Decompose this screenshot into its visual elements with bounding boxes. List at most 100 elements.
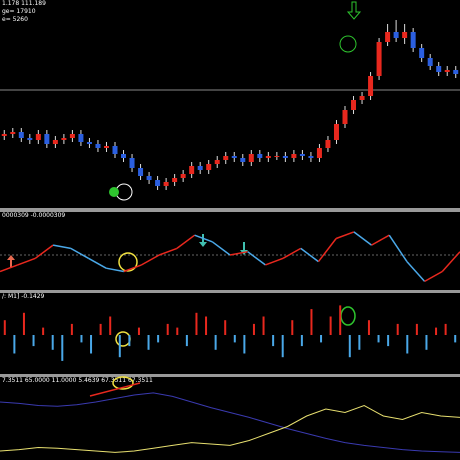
histogram-bar [80,335,83,343]
histogram-bar [262,316,265,335]
marker [115,331,131,347]
candle-body [214,160,220,164]
indicator-segment [388,234,408,263]
histogram-bar [147,335,150,350]
arrow [199,234,207,247]
indicator-segment [70,247,89,259]
candle-body [138,168,144,176]
candle-body [427,58,433,66]
histogram-bar [396,323,399,335]
candle-body [291,154,297,158]
candle-body [316,148,322,158]
candle-body [163,182,169,186]
candle-body [103,146,109,148]
histogram-bar [406,335,409,354]
candle-body [402,32,408,38]
histogram-bar [425,335,428,350]
indicator-segment [371,234,390,246]
histogram-bar [310,309,313,335]
histogram-bar [185,335,188,347]
histogram-bar [13,335,16,354]
candle-body [197,166,203,170]
candle-body [146,176,152,180]
histogram-bar [252,323,255,335]
histogram-bar [435,327,438,335]
panel-label: 7.3511 65.0000 11.0000 5.4639 67.3511 67… [2,377,153,384]
histogram-bar [42,327,45,335]
histogram-bar [358,335,361,350]
arrow [89,382,141,397]
histogram-bar [195,312,198,335]
candle-body [61,138,67,140]
histogram-bar [61,335,64,361]
indicator-segment [317,238,337,263]
histogram-bar [444,323,447,335]
histogram-bar [272,335,275,347]
histogram-bar [70,323,73,335]
histogram-bar [176,327,179,335]
histogram-bar [377,335,380,343]
candle-body [436,66,442,72]
candle-body [44,134,50,144]
candle-body [376,42,382,76]
indicator-segment [300,247,319,263]
panel-label: /: M1] -0.1429 [2,293,45,300]
separator [0,208,460,212]
indicator-segment [88,257,107,269]
candle-body [282,156,288,158]
histogram-bar [281,335,284,358]
indicator-segment [406,261,426,282]
candle-body [18,132,24,138]
histogram-bar [214,335,217,350]
arrow [346,1,362,20]
histogram-bar [387,335,390,347]
indicator-segment [211,241,231,256]
candle-body [112,146,118,154]
histogram-bar [118,335,121,358]
histogram-bar [233,335,236,343]
candle-body [240,158,246,162]
panel-label: 0000309 -0.0000309 [2,212,65,219]
candle-body [248,154,254,162]
candle-body [419,48,425,58]
histogram-bar [137,327,140,335]
candle-body [325,140,331,148]
histogram-bar [320,335,323,343]
candle-body [444,70,450,72]
indicator-segment [424,270,443,283]
candle-body [69,134,75,138]
candle-body [333,124,339,140]
candle-body [368,76,374,96]
histogram-bar [51,335,54,350]
histogram-bar [32,335,35,347]
candle-body [95,144,101,148]
candle-body [223,156,229,160]
indicator-segment [353,231,372,246]
separator [0,374,460,377]
candle-body [393,32,399,38]
candle-body [453,70,459,74]
histogram-bar [300,335,303,347]
indicator-segment [282,247,302,259]
histogram-bar [3,320,6,335]
marker [340,306,356,326]
candle-body [180,174,186,178]
histogram-bar [109,316,112,335]
candle-body [257,154,263,158]
indicator-segment [17,257,36,266]
indicator-segment [247,251,266,266]
histogram-bar [348,335,351,358]
separator [0,290,460,293]
histogram-bar [367,320,370,335]
histogram-bar [166,323,169,335]
indicator-segment [141,254,160,266]
histogram-bar [128,335,131,347]
histogram-bar [329,316,332,335]
histogram-bar [291,320,294,335]
histogram-bar [157,335,160,343]
histogram-bar [224,320,227,335]
candle-body [78,134,84,142]
indicator-segment [335,231,355,240]
